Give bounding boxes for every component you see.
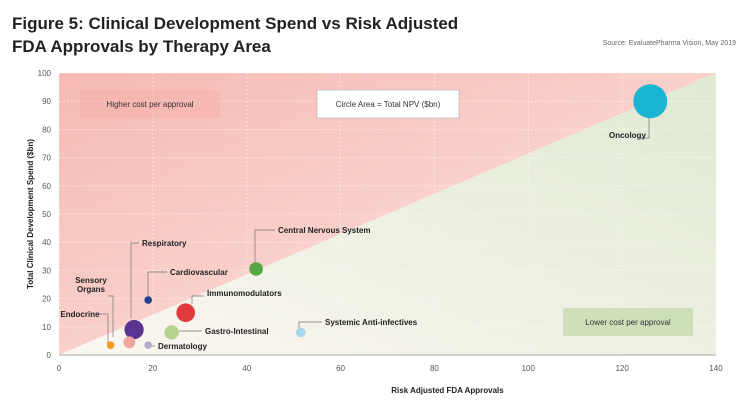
higher-cost-label: Higher cost per approval — [106, 100, 193, 109]
x-tick-label: 60 — [336, 364, 345, 373]
point-label-immunomodulators: Immunomodulators — [207, 289, 282, 298]
x-tick-label: 20 — [148, 364, 157, 373]
y-tick-label: 60 — [42, 182, 51, 191]
chart-title-line-2: FDA Approvals by Therapy Area — [12, 37, 271, 56]
bubble-immunomodulators — [176, 303, 196, 323]
bubble-cardiovascular — [144, 296, 152, 304]
point-label-sensory-organs: Organs — [77, 285, 106, 294]
bubble-systemic-anti-infectives — [295, 327, 306, 338]
lower-cost-label: Lower cost per approval — [585, 318, 671, 327]
y-axis-title: Total Clinical Development Spend ($bn) — [26, 139, 35, 289]
bubble-endocrine — [106, 341, 115, 349]
y-tick-label: 50 — [42, 210, 51, 219]
point-label-dermatology: Dermatology — [158, 342, 207, 351]
x-tick-label: 140 — [709, 364, 723, 373]
leader-line-immunomodulators — [191, 295, 204, 304]
leader-line-systemic-anti-infectives — [298, 321, 322, 328]
chart-title-line-1: Figure 5: Clinical Development Spend vs … — [12, 14, 459, 33]
y-tick-label: 20 — [42, 295, 51, 304]
point-label-respiratory: Respiratory — [142, 239, 187, 248]
leader-line-sensory-organs — [108, 295, 114, 337]
leader-line-respiratory — [130, 242, 139, 318]
leader-line-central-nervous-system — [254, 229, 275, 263]
y-tick-label: 100 — [38, 69, 52, 78]
point-label-sensory-organs: Sensory — [75, 276, 107, 285]
higher-cost-box — [80, 90, 220, 118]
y-tick-label: 90 — [42, 97, 51, 106]
point-label-central-nervous-system: Central Nervous System — [278, 226, 370, 235]
point-label-endocrine: Endocrine — [60, 310, 100, 319]
source-note: Source: EvaluatePharma Vision, May 2019 — [602, 40, 736, 47]
y-tick-label: 30 — [42, 266, 51, 275]
y-tick-label: 10 — [42, 323, 51, 332]
lower-cost-box — [563, 308, 693, 336]
bubble-respiratory — [124, 320, 144, 340]
x-tick-label: 120 — [615, 364, 629, 373]
size-legend-label: Circle Area = Total NPV ($bn) — [336, 100, 441, 109]
point-label-cardiovascular: Cardiovascular — [170, 268, 228, 277]
x-tick-label: 100 — [522, 364, 536, 373]
size-legend-box — [316, 89, 460, 119]
x-tick-label: 80 — [430, 364, 439, 373]
point-label-gastro-intestinal: Gastro-Intestinal — [205, 327, 269, 336]
chart-title: Figure 5: Clinical Development Spend vs … — [12, 12, 458, 58]
bubble-dermatology — [144, 341, 152, 349]
bubble-central-nervous-system — [249, 262, 263, 276]
bubble-sensory-organs — [123, 336, 136, 349]
point-label-oncology: Oncology — [609, 131, 646, 140]
point-label-systemic-anti-infectives: Systemic Anti-infectives — [325, 318, 418, 327]
bubble-gastro-intestinal — [164, 325, 179, 340]
x-axis-title: Risk Adjusted FDA Approvals — [391, 386, 504, 395]
y-tick-label: 0 — [47, 351, 52, 360]
leader-line-endocrine — [99, 313, 109, 343]
y-tick-label: 40 — [42, 238, 51, 247]
x-tick-label: 40 — [242, 364, 251, 373]
leader-line-cardiovascular — [147, 271, 167, 296]
leader-line-oncology — [640, 117, 650, 139]
bubble-oncology — [633, 84, 668, 119]
y-tick-label: 80 — [42, 125, 51, 134]
y-tick-label: 70 — [42, 154, 51, 163]
x-tick-label: 0 — [57, 364, 62, 373]
